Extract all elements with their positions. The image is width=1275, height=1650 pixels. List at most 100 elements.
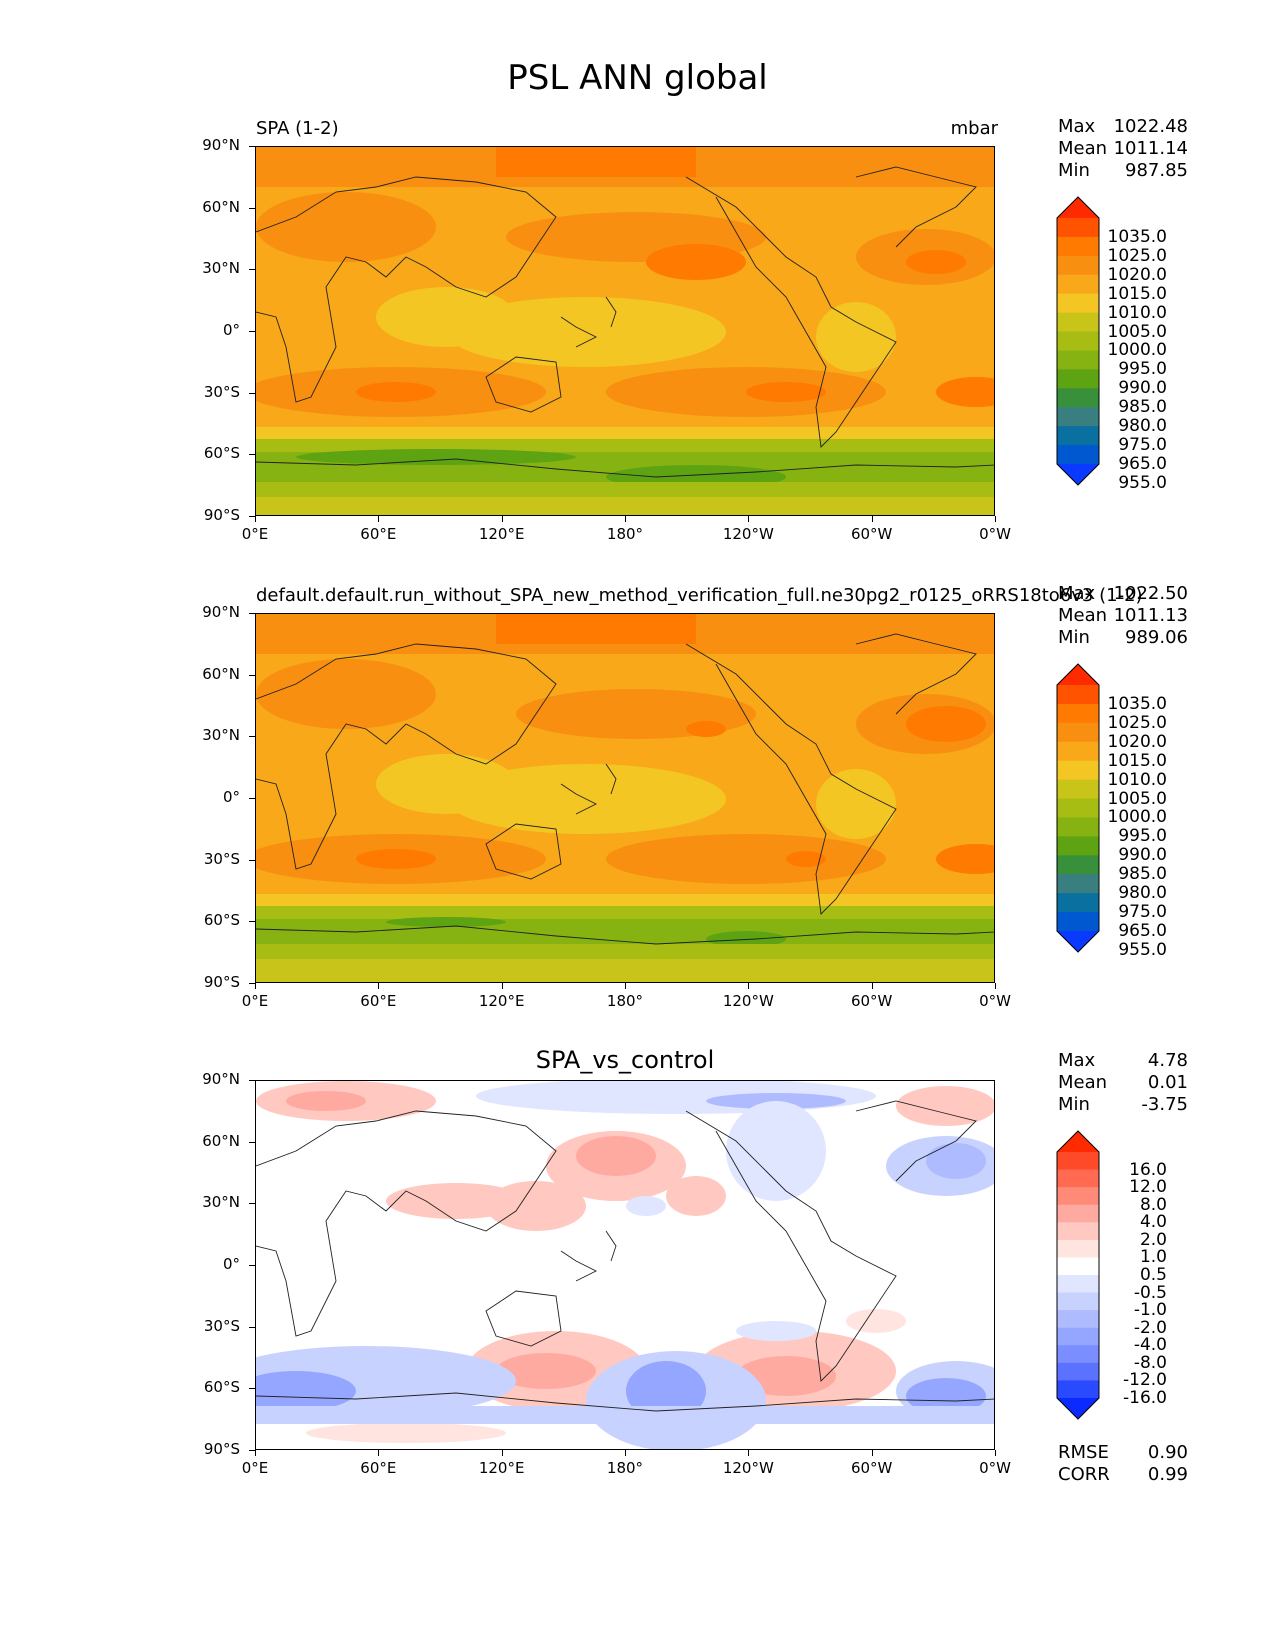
x-tick-mark — [501, 1450, 503, 1456]
colorbar-outline — [1056, 1130, 1100, 1420]
colorbar-segment — [1057, 893, 1099, 913]
y-tick-mark — [249, 1265, 255, 1266]
colorbar-tick-label: -12.0 — [1123, 1370, 1167, 1391]
y-tick-mark — [249, 921, 255, 923]
map-field-difference — [256, 1081, 994, 1449]
y-tick-label: 60°S — [203, 1378, 240, 1397]
y-tick-label: 90°N — [202, 1070, 240, 1088]
colorbar-segment — [1057, 760, 1099, 781]
colorbar-segment — [1057, 912, 1099, 932]
colorbar-extend-min — [1057, 931, 1099, 952]
colorbar-tick-label: 1015.0 — [1107, 283, 1167, 304]
y-tick-label: 30°N — [202, 259, 240, 278]
y-tick-mark — [249, 798, 255, 799]
colorbar-tick-label: 975.0 — [1118, 902, 1167, 923]
y-tick-mark — [249, 331, 255, 332]
stat-row: Max 1022.50 — [1058, 583, 1188, 605]
colorbar-segment — [1057, 1222, 1099, 1241]
x-tick-label: 0°E — [241, 992, 269, 1010]
colorbar-outline — [1056, 196, 1100, 486]
y-tick-label: 30°S — [203, 382, 240, 401]
y-tick-mark — [249, 392, 255, 394]
y-tick-mark — [249, 859, 255, 861]
stats-block: Max 1022.48 Mean 1011.14 Min 987.85 — [1058, 116, 1188, 182]
y-tick-mark — [249, 207, 255, 209]
y-tick-mark — [249, 146, 255, 147]
stat-key: Max — [1058, 1050, 1096, 1071]
colorbar-segment — [1057, 1257, 1099, 1276]
colorbar-tick-label: 980.0 — [1118, 883, 1167, 904]
y-tick-label: 90°N — [202, 603, 240, 621]
colorbar-tick-label: 1000.0 — [1107, 807, 1167, 828]
x-tick-label: 60°W — [850, 992, 893, 1010]
x-tick-mark — [255, 1450, 256, 1456]
map-spa — [255, 146, 995, 516]
colorbar-segment — [1057, 1239, 1099, 1258]
colorbar-tick-label: 1010.0 — [1107, 769, 1167, 790]
stat-value: 4.78 — [1147, 1050, 1188, 1071]
colorbar-tick-label: 975.0 — [1118, 435, 1167, 456]
colorbar-tick-label: 965.0 — [1118, 454, 1167, 474]
y-tick-label: 30°S — [203, 1316, 240, 1335]
y-tick-label: 90°S — [203, 506, 240, 524]
colorbar-segment — [1057, 426, 1099, 446]
x-tick-label: 180° — [606, 525, 644, 543]
x-tick-label: 120°E — [478, 992, 525, 1010]
x-tick-label: 120°W — [722, 525, 774, 543]
stat-key: Min — [1058, 160, 1090, 181]
x-tick-mark — [255, 983, 256, 989]
x-tick-mark — [871, 516, 873, 522]
colorbar-svg — [1056, 663, 1100, 953]
colorbar-tick-label: 985.0 — [1118, 864, 1167, 885]
y-tick-mark — [249, 269, 255, 271]
footer-value: 0.90 — [1147, 1442, 1188, 1463]
panel-control: default.default.run_without_SPA_new_meth… — [0, 583, 1275, 1055]
y-tick-mark — [249, 1450, 255, 1451]
figure-title: PSL ANN global — [507, 58, 768, 98]
stat-key: Min — [1058, 1094, 1090, 1115]
y-tick-label: 60°S — [203, 911, 240, 930]
x-tick-label: 60°E — [360, 992, 397, 1010]
x-tick-label: 60°E — [360, 525, 397, 543]
stat-row: Min 987.85 — [1058, 160, 1188, 182]
colorbar-tick-label: 995.0 — [1118, 826, 1167, 847]
colorbar-segment — [1057, 369, 1099, 389]
x-tick-label: 180° — [606, 1459, 644, 1477]
y-tick-mark — [249, 736, 255, 738]
stat-row: Min 989.06 — [1058, 627, 1188, 649]
colorbar-tick-label: -2.0 — [1133, 1317, 1167, 1338]
colorbar-tick-label: 1010.0 — [1107, 302, 1167, 323]
colorbar-tick-label: 990.0 — [1118, 845, 1167, 866]
colorbar-tick-label: 4.0 — [1139, 1212, 1167, 1233]
colorbar-tick-label: -8.0 — [1133, 1352, 1167, 1373]
y-tick-label: 30°S — [203, 849, 240, 868]
colorbar-segment — [1057, 836, 1099, 856]
colorbar-tick-label: 12.0 — [1129, 1177, 1167, 1198]
panel-spa: SPA (1-2) mbar — [0, 116, 1275, 588]
y-tick-label: 30°N — [202, 726, 240, 745]
x-tick-label: 0°W — [979, 525, 1011, 543]
stats-block: Max 1022.50 Mean 1011.13 Min 989.06 — [1058, 583, 1188, 649]
colorbar-tick-label: 955.0 — [1118, 939, 1167, 960]
colorbar-segment — [1057, 407, 1099, 427]
footer-key: RMSE — [1058, 1442, 1109, 1463]
y-tick-label: 60°S — [203, 444, 240, 463]
y-tick-label: 30°N — [202, 1193, 240, 1212]
x-tick-label: 0°W — [979, 1459, 1011, 1477]
x-tick-mark — [995, 516, 996, 522]
stat-row: Mean 1011.14 — [1058, 138, 1188, 160]
x-tick-mark — [995, 983, 996, 989]
x-tick-label: 120°E — [478, 525, 525, 543]
x-tick-mark — [748, 983, 750, 989]
stat-value: 1022.50 — [1113, 583, 1188, 604]
colorbar-svg — [1056, 1130, 1100, 1420]
x-tick-label: 0°E — [241, 525, 269, 543]
y-tick-mark — [249, 516, 255, 517]
stat-value: -3.75 — [1141, 1094, 1188, 1115]
y-tick-mark — [249, 1388, 255, 1390]
x-tick-label: 60°W — [850, 1459, 893, 1477]
stat-value: 1022.48 — [1113, 116, 1188, 137]
colorbar-segment — [1057, 855, 1099, 875]
colorbar-tick-label: 995.0 — [1118, 359, 1167, 380]
colorbar-segment — [1057, 445, 1099, 465]
